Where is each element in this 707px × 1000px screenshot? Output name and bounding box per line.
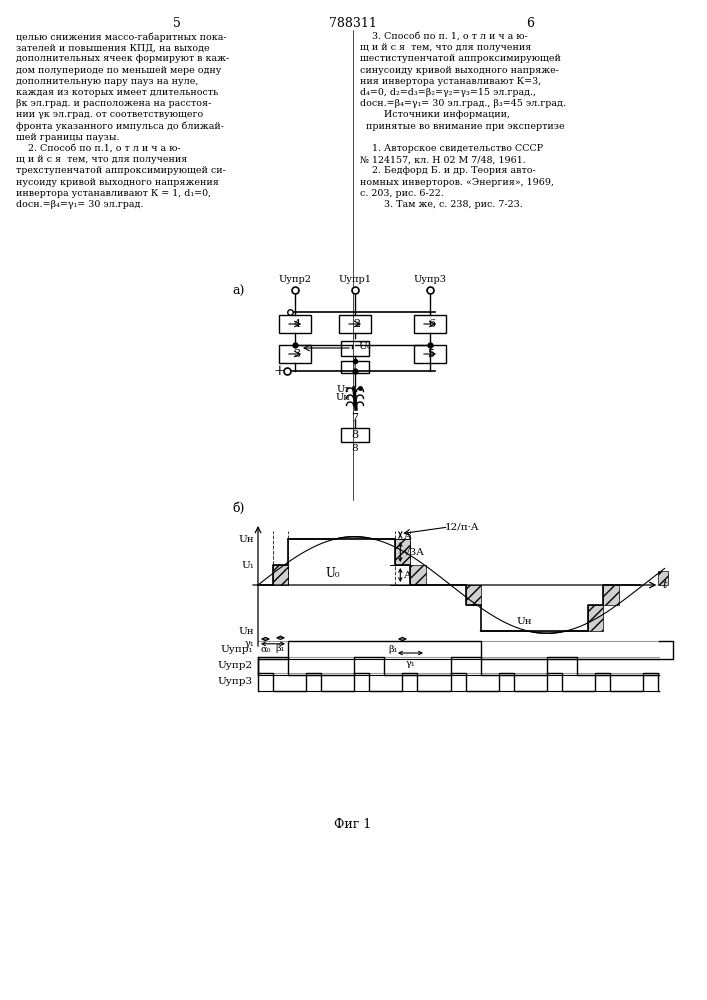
Text: с. 203, рис. 6-22.: с. 203, рис. 6-22. [360,189,444,198]
Text: принятые во внимание при экспертизе: принятые во внимание при экспертизе [360,122,565,131]
Text: б): б) [232,502,245,515]
Text: фронта указанного импульса до ближай-: фронта указанного импульса до ближай- [16,122,224,131]
Polygon shape [410,565,426,585]
Text: γ₁: γ₁ [406,659,415,668]
Text: дом полупериоде по меньшей мере одну: дом полупериоде по меньшей мере одну [16,66,221,75]
Text: βк эл.град. и расположена на расстоя-: βк эл.град. и расположена на расстоя- [16,99,211,108]
Text: 3: 3 [293,349,300,359]
Text: ния инвертора устанавливают К=3,: ния инвертора устанавливают К=3, [360,77,542,86]
Text: Uн: Uн [238,626,254,636]
Text: № 124157, кл. Н 02 М 7/48, 1961.: № 124157, кл. Н 02 М 7/48, 1961. [360,155,526,164]
Text: щ и й с я  тем, что для получения: щ и й с я тем, что для получения [16,155,187,164]
Text: 5: 5 [173,17,181,30]
Polygon shape [602,585,619,605]
Text: Uн: Uн [335,393,350,402]
Text: Фиг 1: Фиг 1 [334,818,372,832]
Text: β₁: β₁ [388,645,397,654]
Text: α₀: α₀ [260,645,271,654]
Text: β₁: β₁ [276,644,285,653]
Text: каждая из которых имеет длительность: каждая из которых имеет длительность [16,88,218,97]
Text: 7: 7 [351,413,358,423]
Text: 12/π·A: 12/π·A [445,522,479,532]
Text: Uупр3: Uупр3 [218,678,253,686]
Polygon shape [273,565,288,585]
Text: t: t [662,580,667,590]
Text: трехступенчатой аппроксимирующей си-: трехступенчатой аппроксимирующей си- [16,166,226,175]
Text: 5: 5 [428,349,436,359]
Text: 6: 6 [526,17,534,30]
Text: инвертора устанавливают К = 1, d₁=0,: инвертора устанавливают К = 1, d₁=0, [16,189,211,198]
Text: Uн: Uн [238,534,254,544]
Text: синусоиду кривой выходного напряже-: синусоиду кривой выходного напряже- [360,66,559,75]
Text: дополнительную пару пауз на нуле,: дополнительную пару пауз на нуле, [16,77,199,86]
Text: A: A [404,532,411,541]
Text: Uупр1: Uупр1 [339,275,371,284]
Text: а): а) [232,285,245,298]
Text: шей границы паузы.: шей границы паузы. [16,133,119,142]
Text: 8: 8 [351,444,358,453]
Text: γ₁: γ₁ [245,639,255,648]
Text: 3. Способ по п. 1, о т л и ч а ю-: 3. Способ по п. 1, о т л и ч а ю- [360,32,527,41]
Text: U₁: U₁ [241,560,254,570]
Polygon shape [658,571,668,585]
Polygon shape [528,631,566,633]
Bar [414,315,446,333]
Text: шестиступенчатой аппроксимирующей: шестиступенчатой аппроксимирующей [360,54,561,63]
Text: нусоиду кривой выходного напряжения: нусоиду кривой выходного напряжения [16,178,219,187]
Text: U₀: U₀ [326,567,340,580]
Text: U₄: U₄ [358,342,371,351]
Text: нии γк эл.град. от соответствующего: нии γк эл.град. от соответствующего [16,110,203,119]
Text: 788311: 788311 [329,17,377,30]
Text: щ и й с я  тем, что для получения: щ и й с я тем, что для получения [360,43,532,52]
Bar [341,361,369,373]
Bar [279,315,311,333]
Polygon shape [336,537,373,539]
Text: Uупр3: Uупр3 [414,275,447,284]
Text: Uупр2: Uупр2 [218,662,253,670]
Text: целью снижения массо-габаритных пока-: целью снижения массо-габаритных пока- [16,32,227,41]
Text: номных инверторов. «Энергия», 1969,: номных инверторов. «Энергия», 1969, [360,178,554,187]
Text: Uупр2: Uупр2 [279,275,312,284]
Text: A: A [404,570,411,580]
Text: d₄=0, d₂=d₃=β₂=γ₂=γ₃=15 эл.град.,: d₄=0, d₂=d₃=β₂=γ₂=γ₃=15 эл.град., [360,88,536,97]
Polygon shape [395,539,410,565]
Text: Uупр₁: Uупр₁ [221,646,253,654]
Text: 2. Способ по п.1, о т л и ч а ю-: 2. Способ по п.1, о т л и ч а ю- [16,144,180,153]
Text: Источники информации,: Источники информации, [360,110,510,119]
Text: 4: 4 [293,319,300,329]
Bar [279,345,311,363]
Text: 1: 1 [352,362,358,371]
Text: 2. Бедфорд Б. и др. Теория авто-: 2. Бедфорд Б. и др. Теория авто- [360,166,536,175]
Text: Uн: Uн [517,617,532,626]
Text: dосн.=β₄=γ₁= 30 эл.град.: dосн.=β₄=γ₁= 30 эл.град. [16,200,144,209]
Bar [341,341,369,356]
Text: дополнительных ячеек формируют в каж-: дополнительных ячеек формируют в каж- [16,54,229,63]
Bar [341,428,369,442]
Text: 6: 6 [428,319,436,329]
Text: зателей и повышения КПД, на выходе: зателей и повышения КПД, на выходе [16,43,209,52]
Text: 3. Там же, с. 238, рис. 7-23.: 3. Там же, с. 238, рис. 7-23. [360,200,522,209]
Bar [414,345,446,363]
Text: Uт: Uт [337,385,350,394]
Text: +: + [273,364,285,378]
Bar [339,315,371,333]
Polygon shape [588,605,602,631]
Text: √3A: √3A [404,548,424,556]
Polygon shape [466,585,481,605]
Text: 1. Авторское свидетельство СССР: 1. Авторское свидетельство СССР [360,144,543,153]
Text: 8: 8 [351,430,358,440]
Text: dосн.=β₄=γ₁= 30 эл.град., β₃=45 эл.град.: dосн.=β₄=γ₁= 30 эл.град., β₃=45 эл.град. [360,99,566,108]
Text: 2: 2 [354,319,361,329]
